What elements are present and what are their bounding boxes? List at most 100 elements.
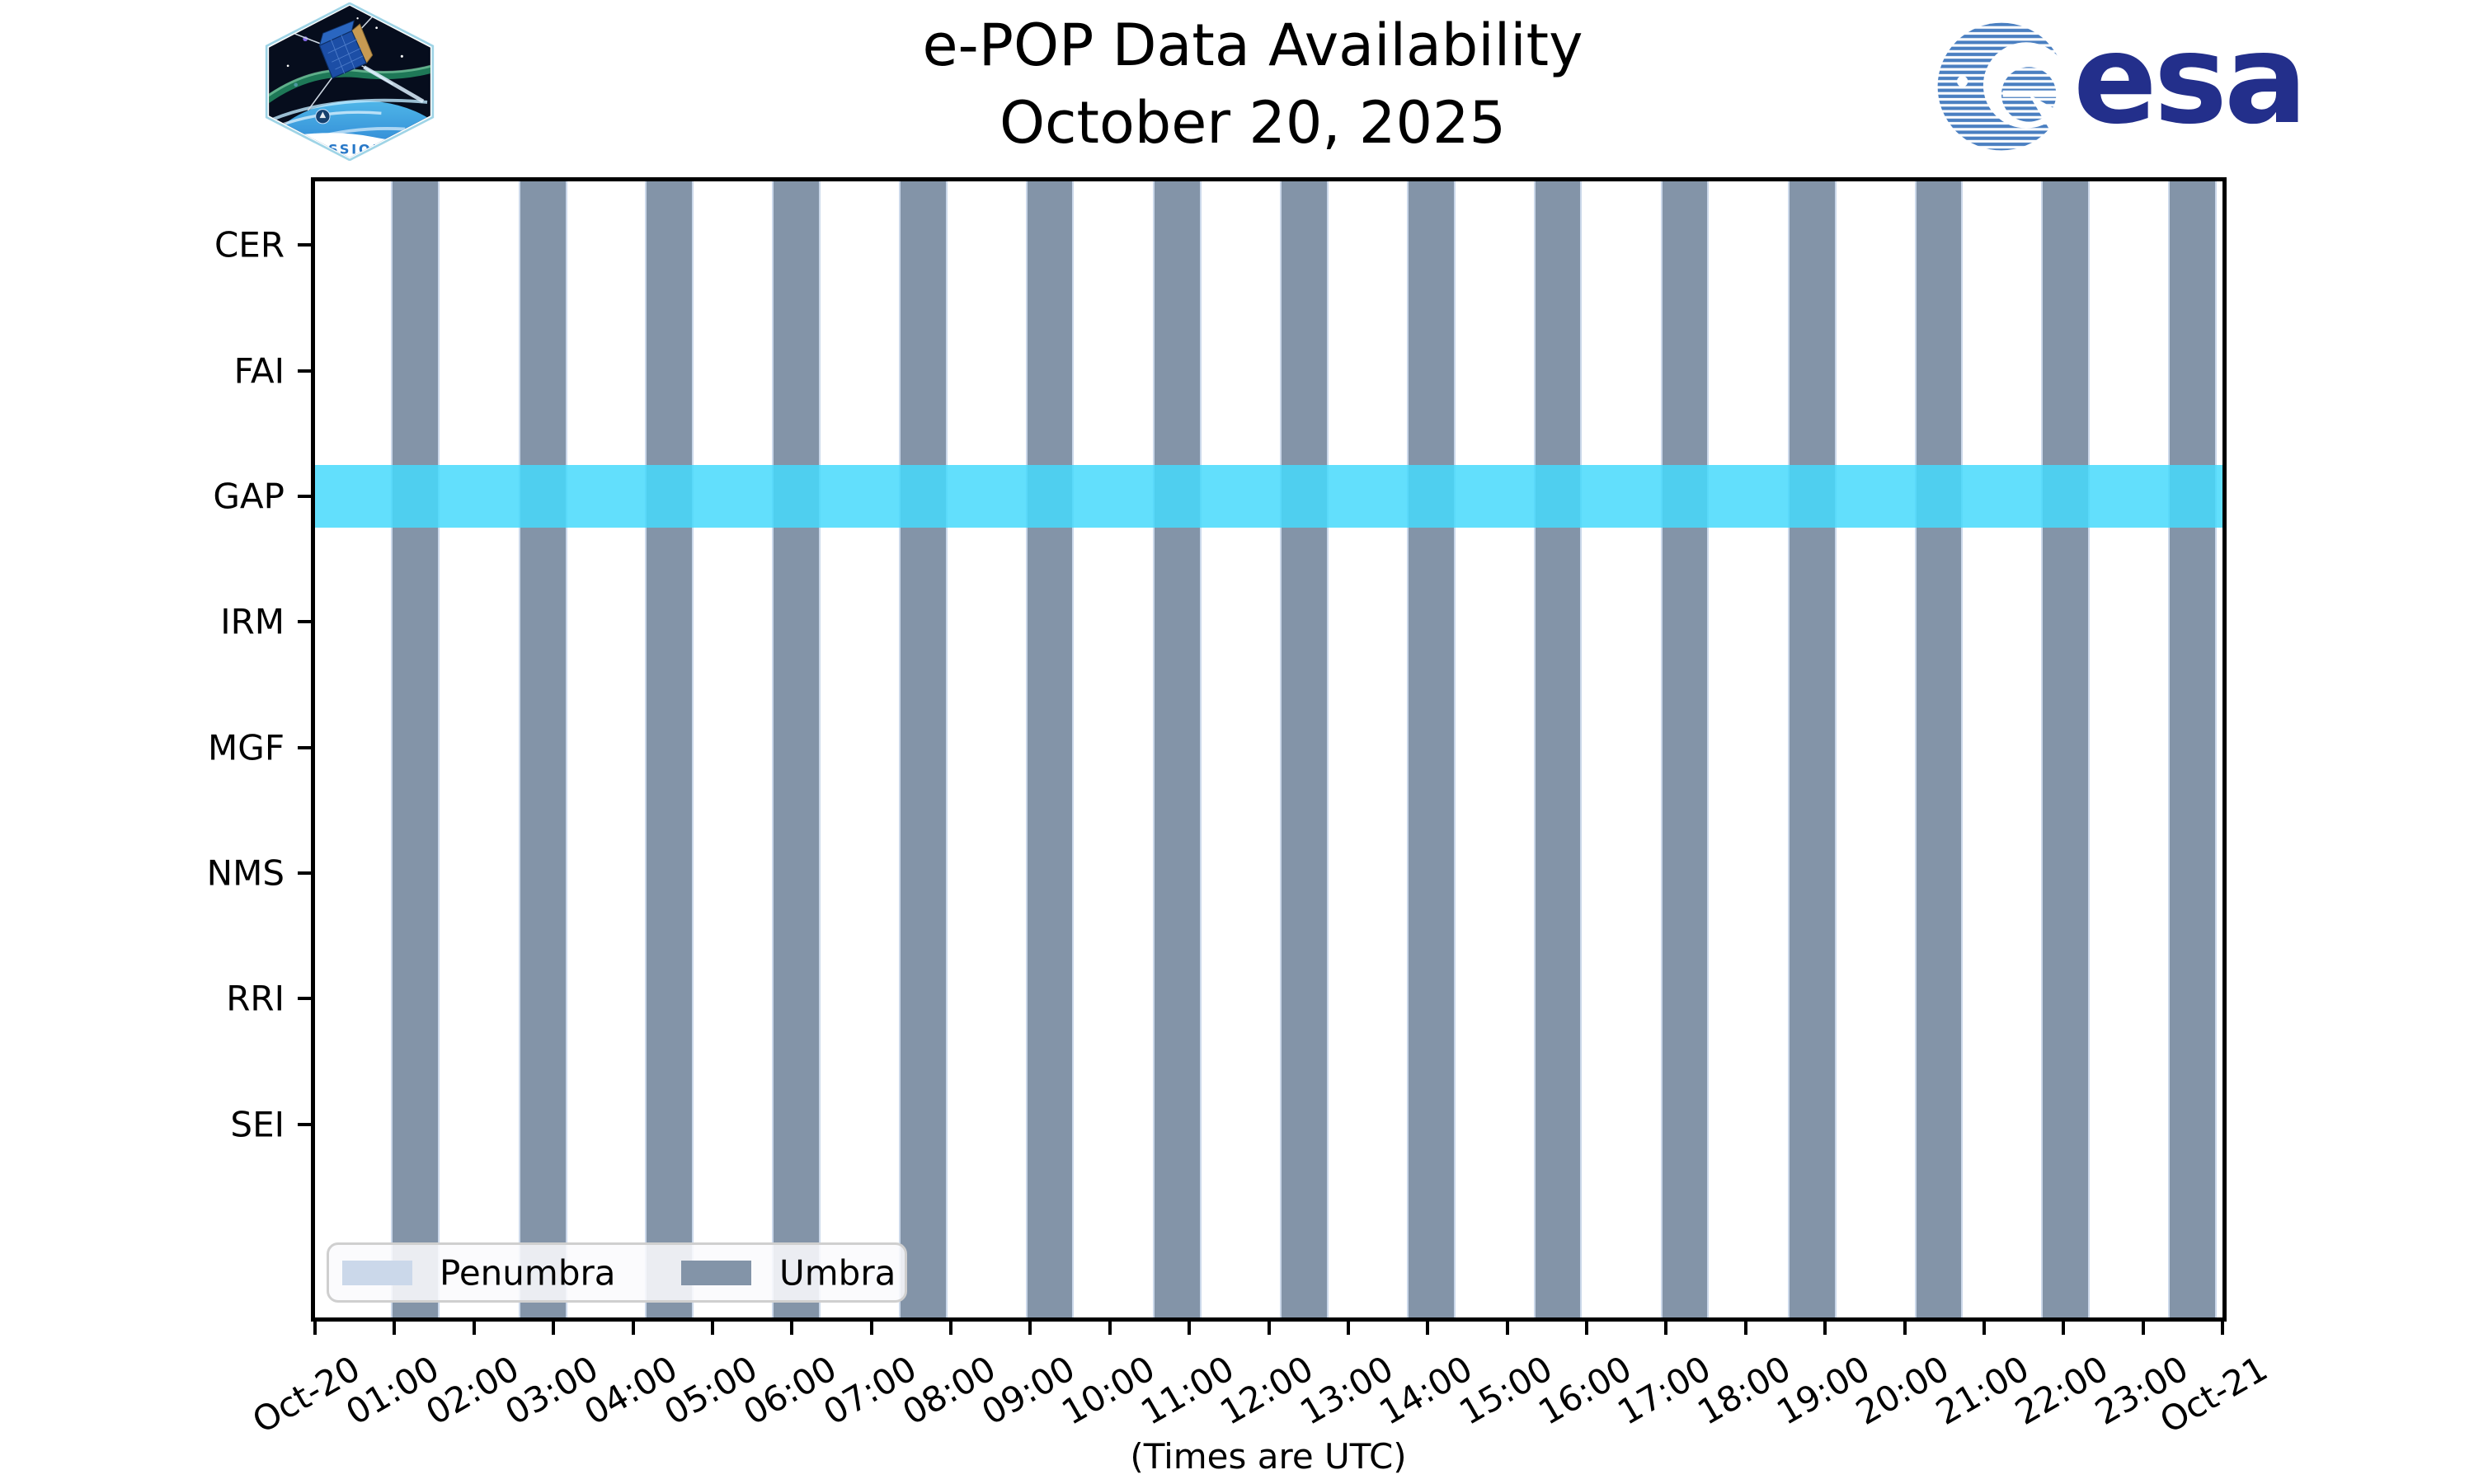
penumbra-edge [1454, 181, 1456, 1317]
penumbra-edge [1580, 181, 1583, 1317]
umbra-bar [1914, 181, 1963, 1317]
y-tick [298, 745, 311, 749]
x-tick [393, 1322, 397, 1335]
umbra-bar [1407, 181, 1456, 1317]
penumbra-edge [1279, 181, 1282, 1317]
x-tick [710, 1322, 714, 1335]
x-axis-ticks [313, 181, 2224, 1335]
y-tick-label-irm: IRM [220, 601, 285, 642]
cassiope-patch-icon: CASSIOPE [265, 2, 435, 162]
penumbra-edge [819, 181, 821, 1317]
esa-globe-icon [1937, 22, 2067, 151]
penumbra-edge [2168, 181, 2171, 1317]
umbra-bar [1787, 181, 1837, 1317]
penumbra-edge [565, 181, 567, 1317]
legend-label-penumbra: Penumbra [440, 1252, 616, 1293]
penumbra-edge [1326, 181, 1329, 1317]
x-tick [1903, 1322, 1907, 1335]
chart-title-line-2: October 20, 2025 [999, 89, 1507, 157]
penumbra-edge [1534, 181, 1536, 1317]
penumbra-edge [438, 181, 440, 1317]
y-tick-label-gap: GAP [213, 476, 285, 517]
umbra-bar [899, 181, 948, 1317]
chart-title: e-POP Data Availability October 20, 2025 [922, 7, 1583, 162]
penumbra-edge [2088, 181, 2091, 1317]
legend: Penumbra Umbra [327, 1242, 907, 1303]
legend-swatch-umbra [681, 1260, 751, 1285]
x-tick [1346, 1322, 1350, 1335]
y-tick [298, 620, 311, 624]
y-tick [298, 243, 311, 247]
x-tick [631, 1322, 635, 1335]
x-tick [1028, 1322, 1032, 1335]
x-tick [790, 1322, 794, 1335]
x-tick [2062, 1322, 2066, 1335]
x-tick [2221, 1322, 2224, 1335]
umbra-bar [2168, 181, 2218, 1317]
penumbra-edge [1026, 181, 1028, 1317]
x-tick [1585, 1322, 1588, 1335]
x-tick [1188, 1322, 1192, 1335]
availability-band-gap [315, 464, 2222, 528]
y-axis-ticks [298, 181, 2222, 1317]
penumbra-edge [391, 181, 393, 1317]
penumbra-edge [946, 181, 948, 1317]
y-tick [298, 997, 311, 1001]
umbra-bar [2041, 181, 2091, 1317]
x-tick [472, 1322, 476, 1335]
x-tick [1267, 1322, 1271, 1335]
y-tick [298, 369, 311, 373]
y-tick-label-cer: CER [214, 224, 285, 265]
plot-area: CER FAI GAP IRM MGF NMS RRI SEI Oct-20 01:00 02:0… [207, 177, 2274, 1441]
x-tick [949, 1322, 952, 1335]
x-axis-caption: (Times are UTC) [1130, 1436, 1407, 1477]
chart-title-line-1: e-POP Data Availability [922, 12, 1583, 79]
penumbra-edge [1787, 181, 1790, 1317]
x-tick [552, 1322, 556, 1335]
legend-swatch-penumbra [342, 1260, 412, 1285]
umbra-bar [1152, 181, 1202, 1317]
x-tick [313, 1322, 317, 1335]
cassiope-mission-patch: CASSIOPE [262, 2, 437, 162]
y-tick-label-sei: SEI [230, 1104, 285, 1145]
umbra-bars-layer [315, 181, 2222, 1317]
penumbra-edge [2215, 181, 2218, 1317]
umbra-bar [1279, 181, 1329, 1317]
y-tick [298, 1122, 311, 1126]
umbra-bar [1534, 181, 1583, 1317]
x-tick [1743, 1322, 1747, 1335]
x-tick [869, 1322, 873, 1335]
umbra-bar [391, 181, 440, 1317]
y-tick-label-mgf: MGF [208, 727, 285, 768]
penumbra-edge [772, 181, 774, 1317]
penumbra-edge [2041, 181, 2044, 1317]
legend-label-umbra: Umbra [779, 1252, 896, 1293]
x-tick [1664, 1322, 1668, 1335]
penumbra-edge [1407, 181, 1409, 1317]
penumbra-edge [1834, 181, 1837, 1317]
umbra-bar [1660, 181, 1710, 1317]
x-tick [1982, 1322, 1986, 1335]
penumbra-edge [1960, 181, 1963, 1317]
y-tick-label-nms: NMS [206, 852, 285, 894]
umbra-bar [1026, 181, 1075, 1317]
penumbra-edge [1072, 181, 1075, 1317]
penumbra-edge [899, 181, 901, 1317]
penumbra-edge [691, 181, 694, 1317]
penumbra-edge [1660, 181, 1663, 1317]
y-axis-labels: CER FAI GAP IRM MGF NMS RRI SEI [207, 181, 2222, 1317]
y-tick-label-fai: FAI [233, 350, 285, 392]
penumbra-edge [1152, 181, 1155, 1317]
penumbra-edge [644, 181, 647, 1317]
y-tick-label-rri: RRI [226, 978, 285, 1019]
penumbra-edge [1707, 181, 1710, 1317]
y-tick [298, 871, 311, 875]
penumbra-edge [518, 181, 520, 1317]
y-tick [298, 495, 311, 499]
x-tick [1823, 1322, 1827, 1335]
umbra-bar [644, 181, 694, 1317]
esa-wordmark: esa [2073, 8, 2307, 152]
x-tick [1505, 1322, 1509, 1335]
penumbra-edge [1199, 181, 1202, 1317]
penumbra-edge [1914, 181, 1917, 1317]
